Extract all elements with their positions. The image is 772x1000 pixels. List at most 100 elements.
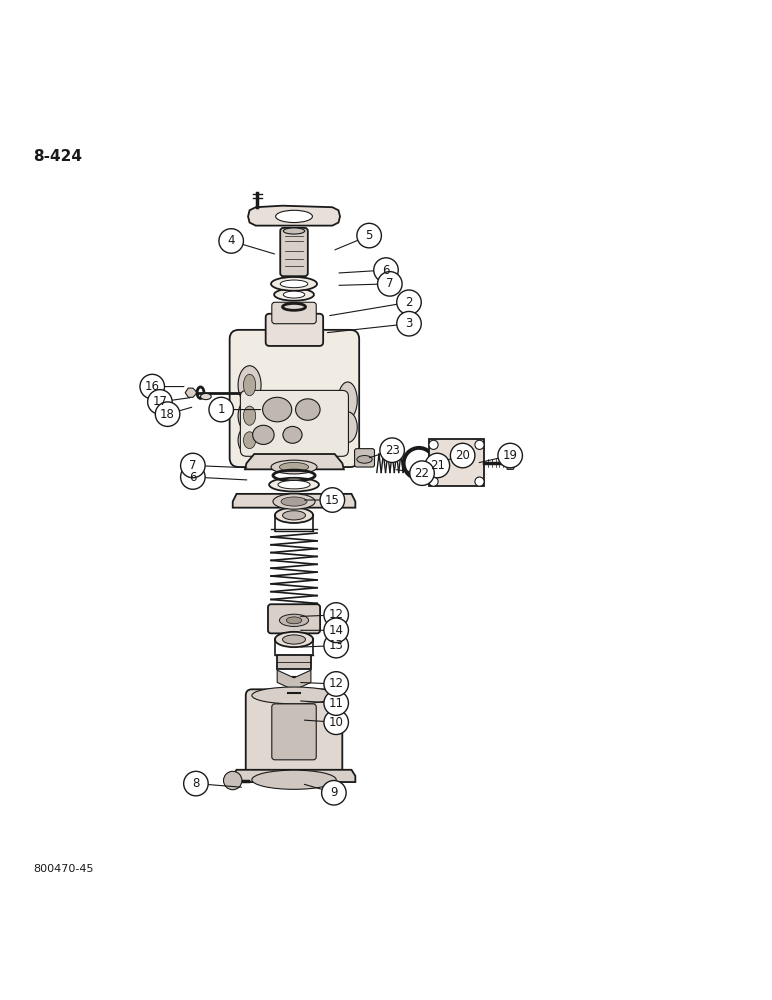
Circle shape: [397, 290, 422, 315]
Circle shape: [322, 781, 346, 805]
Text: 800470-45: 800470-45: [33, 864, 94, 874]
Circle shape: [397, 311, 422, 336]
Polygon shape: [232, 494, 355, 508]
Text: 8-424: 8-424: [33, 149, 83, 164]
Ellipse shape: [252, 687, 336, 704]
Text: 7: 7: [189, 459, 197, 472]
Ellipse shape: [283, 635, 306, 644]
Text: 6: 6: [382, 264, 390, 277]
Polygon shape: [277, 670, 311, 690]
Text: 13: 13: [329, 639, 344, 652]
FancyBboxPatch shape: [229, 330, 359, 467]
Ellipse shape: [279, 462, 309, 472]
Text: 23: 23: [384, 444, 400, 457]
Circle shape: [450, 443, 475, 468]
Polygon shape: [507, 457, 516, 469]
Circle shape: [380, 438, 405, 462]
Circle shape: [410, 461, 435, 485]
FancyBboxPatch shape: [272, 704, 317, 760]
Circle shape: [324, 633, 348, 658]
Text: 12: 12: [329, 677, 344, 690]
FancyBboxPatch shape: [268, 604, 320, 633]
Circle shape: [324, 691, 348, 715]
Circle shape: [475, 477, 484, 486]
Circle shape: [324, 618, 348, 643]
Circle shape: [429, 477, 438, 486]
Ellipse shape: [283, 291, 305, 298]
Ellipse shape: [269, 478, 319, 492]
FancyBboxPatch shape: [245, 689, 342, 778]
Text: 22: 22: [415, 467, 429, 480]
FancyBboxPatch shape: [266, 314, 323, 346]
Circle shape: [324, 672, 348, 696]
Text: 17: 17: [152, 395, 168, 408]
Ellipse shape: [338, 412, 357, 443]
Circle shape: [475, 440, 484, 449]
FancyBboxPatch shape: [272, 302, 317, 324]
Text: 18: 18: [160, 408, 175, 421]
Text: 10: 10: [329, 716, 344, 729]
Ellipse shape: [274, 288, 314, 301]
Circle shape: [320, 488, 344, 512]
FancyBboxPatch shape: [429, 439, 484, 486]
Ellipse shape: [283, 228, 305, 234]
Ellipse shape: [243, 374, 256, 396]
Text: 14: 14: [329, 624, 344, 637]
Polygon shape: [245, 454, 344, 469]
Circle shape: [181, 465, 205, 489]
FancyBboxPatch shape: [277, 655, 311, 669]
Circle shape: [378, 272, 402, 296]
Circle shape: [147, 390, 172, 414]
Text: 19: 19: [503, 449, 518, 462]
Circle shape: [374, 258, 398, 282]
Ellipse shape: [262, 397, 292, 422]
Circle shape: [184, 771, 208, 796]
Circle shape: [209, 397, 233, 422]
Circle shape: [181, 453, 205, 478]
Ellipse shape: [243, 432, 256, 449]
Text: 8: 8: [192, 777, 200, 790]
Ellipse shape: [283, 511, 306, 520]
Ellipse shape: [238, 425, 261, 455]
Ellipse shape: [275, 508, 313, 523]
FancyBboxPatch shape: [240, 390, 348, 456]
Ellipse shape: [278, 480, 310, 489]
Ellipse shape: [283, 426, 302, 443]
Circle shape: [140, 374, 164, 399]
Text: 1: 1: [218, 403, 225, 416]
Ellipse shape: [252, 770, 336, 789]
Ellipse shape: [280, 280, 308, 288]
Circle shape: [429, 440, 438, 449]
Circle shape: [357, 223, 381, 248]
FancyBboxPatch shape: [354, 449, 374, 467]
Text: 6: 6: [189, 471, 197, 484]
Ellipse shape: [338, 382, 357, 419]
Circle shape: [324, 710, 348, 735]
Ellipse shape: [286, 617, 302, 624]
Ellipse shape: [271, 460, 317, 474]
Ellipse shape: [252, 425, 274, 444]
Circle shape: [155, 402, 180, 426]
Ellipse shape: [238, 398, 261, 433]
Text: 11: 11: [329, 697, 344, 710]
Text: 9: 9: [330, 786, 337, 799]
Circle shape: [219, 229, 243, 253]
Text: 21: 21: [430, 459, 445, 472]
Ellipse shape: [243, 406, 256, 425]
Ellipse shape: [273, 494, 315, 509]
Text: 20: 20: [455, 449, 470, 462]
Ellipse shape: [201, 393, 212, 400]
Polygon shape: [248, 206, 340, 226]
Ellipse shape: [279, 614, 309, 626]
Text: 2: 2: [405, 296, 413, 309]
Circle shape: [324, 603, 348, 627]
Ellipse shape: [357, 456, 372, 463]
Polygon shape: [232, 770, 355, 782]
Text: 3: 3: [405, 317, 413, 330]
Text: 5: 5: [365, 229, 373, 242]
Ellipse shape: [275, 632, 313, 647]
Circle shape: [498, 443, 523, 468]
Circle shape: [224, 771, 242, 790]
Ellipse shape: [296, 399, 320, 420]
Text: 7: 7: [386, 277, 394, 290]
